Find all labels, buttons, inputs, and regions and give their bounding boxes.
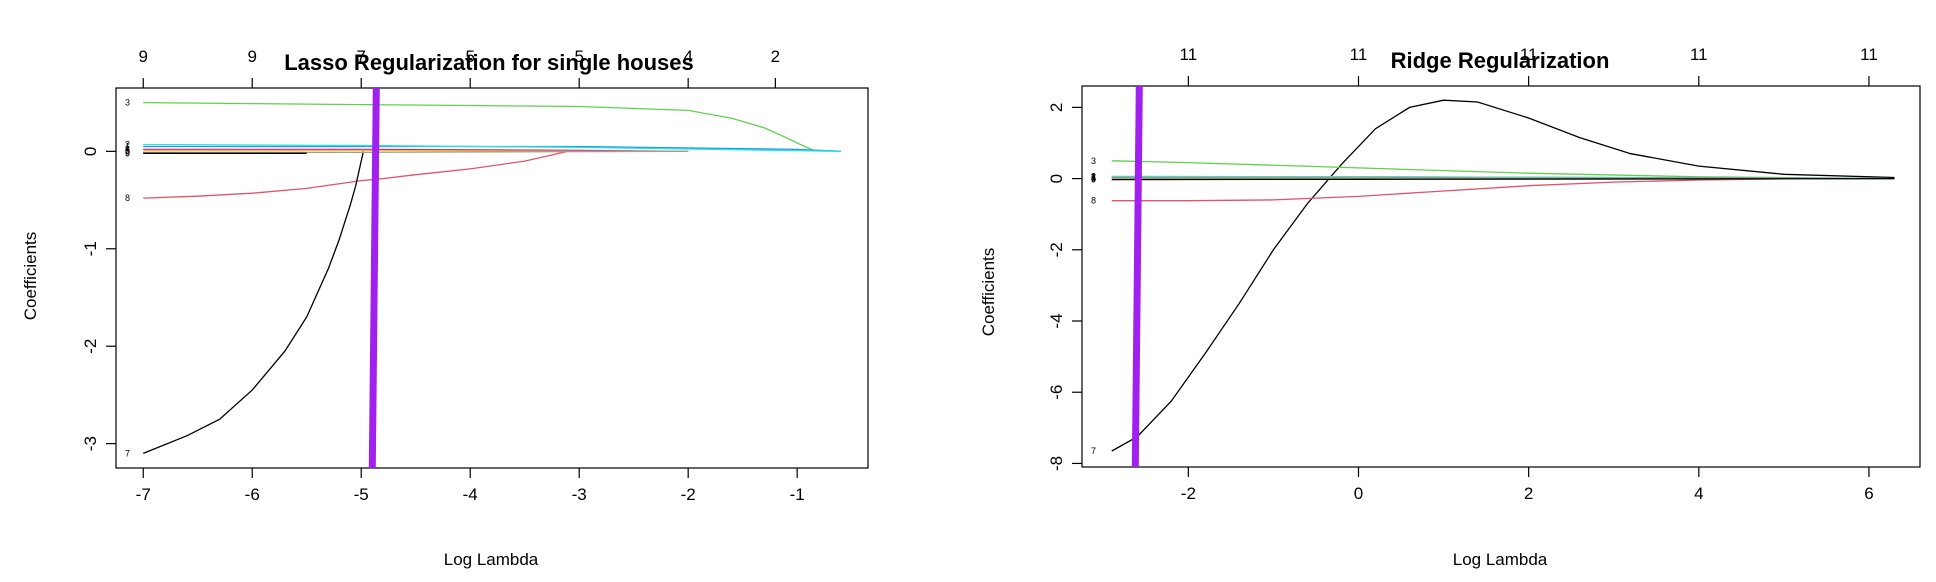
lasso-path-label-1: 1 bbox=[125, 141, 130, 151]
ridge-ylabel: Coefficients bbox=[979, 248, 998, 337]
ridge-xtick-label: 0 bbox=[1354, 484, 1363, 503]
ridge-top-tick-label: 11 bbox=[1350, 45, 1368, 64]
lasso-lambda-marker bbox=[368, 87, 380, 469]
lasso-xtick-label: -7 bbox=[136, 485, 151, 504]
ridge-path-label-9: 9 bbox=[1091, 175, 1096, 185]
ridge-xtick-label: 6 bbox=[1864, 484, 1873, 503]
lasso-path-6 bbox=[143, 150, 689, 153]
lasso-ylabel: Coefficients bbox=[21, 232, 40, 321]
lasso-ytick-label: -1 bbox=[81, 241, 100, 256]
lasso-xlabel: Log Lambda bbox=[444, 550, 539, 569]
lasso-ytick-label: -3 bbox=[81, 436, 100, 451]
lasso-path-label-7: 7 bbox=[125, 448, 130, 458]
ridge-ytick-label: 0 bbox=[1047, 174, 1066, 183]
ridge-path-label-5: 5 bbox=[1091, 173, 1096, 183]
lasso-path-3 bbox=[143, 101, 841, 152]
ridge-xtick-label: -2 bbox=[1181, 484, 1196, 503]
ridge-path-3 bbox=[1111, 160, 1895, 180]
lasso-path-2 bbox=[143, 143, 841, 152]
ridge-title: Ridge Regularization bbox=[1391, 48, 1610, 73]
ridge-xlabel: Log Lambda bbox=[1453, 550, 1548, 569]
ridge-path-9 bbox=[1111, 177, 1895, 181]
ridge-path-7 bbox=[1111, 99, 1895, 452]
ridge-path-8 bbox=[1111, 177, 1895, 202]
lasso-ytick-label: 0 bbox=[81, 147, 100, 156]
ridge-path-label-1: 1 bbox=[1091, 172, 1096, 182]
ridge-path-label-6: 6 bbox=[1091, 174, 1096, 184]
lasso-path-label-4: 4 bbox=[125, 144, 130, 154]
lasso-path-label-3: 3 bbox=[125, 98, 130, 108]
ridge-panel: Ridge Regularization Log Lambda Coeffici… bbox=[979, 45, 1921, 569]
ridge-plot-frame bbox=[1081, 85, 1921, 468]
ridge-top-tick-label: 11 bbox=[1860, 45, 1878, 64]
lasso-path-label-8: 8 bbox=[125, 193, 130, 203]
lasso-top-tick-label: 9 bbox=[139, 47, 148, 66]
ridge-path-label-4: 4 bbox=[1091, 173, 1096, 183]
ridge-path-label-8: 8 bbox=[1091, 196, 1096, 206]
ridge-path-label-2: 2 bbox=[1091, 171, 1096, 181]
lasso-ytick-label: -2 bbox=[81, 339, 100, 354]
lasso-top-tick-label: 9 bbox=[247, 47, 256, 66]
lasso-top-tick-label: 5 bbox=[465, 47, 474, 66]
ridge-ytick-label: -4 bbox=[1047, 313, 1066, 328]
ridge-xtick-label: 2 bbox=[1524, 484, 1533, 503]
lasso-xtick-label: -4 bbox=[463, 485, 478, 504]
lasso-path-label-9: 9 bbox=[125, 148, 130, 158]
lasso-xtick-label: -3 bbox=[572, 485, 587, 504]
lasso-xtick-label: -6 bbox=[245, 485, 260, 504]
lasso-xtick-label: -2 bbox=[681, 485, 696, 504]
lasso-path-8 bbox=[143, 150, 689, 199]
ridge-ytick-label: -8 bbox=[1047, 456, 1066, 471]
lasso-path-label-5: 5 bbox=[125, 145, 130, 155]
lasso-top-tick-label: 2 bbox=[771, 47, 780, 66]
ridge-xtick-label: 4 bbox=[1694, 484, 1703, 503]
lasso-top-tick-label: 5 bbox=[574, 47, 583, 66]
lasso-xtick-label: -5 bbox=[354, 485, 369, 504]
ridge-top-tick-label: 11 bbox=[1520, 45, 1538, 64]
lasso-panel: Lasso Regularization for single houses L… bbox=[21, 47, 869, 569]
ridge-lambda-marker bbox=[1131, 85, 1143, 468]
ridge-path-label-7: 7 bbox=[1091, 446, 1096, 456]
ridge-top-tick-label: 11 bbox=[1180, 45, 1198, 64]
lasso-path-label-6: 6 bbox=[125, 147, 130, 157]
lasso-title: Lasso Regularization for single houses bbox=[284, 50, 694, 75]
ridge-ytick-label: -6 bbox=[1047, 385, 1066, 400]
lasso-plot-frame bbox=[115, 87, 869, 469]
lasso-path-7 bbox=[142, 151, 365, 455]
ridge-path-label-3: 3 bbox=[1091, 156, 1096, 166]
lasso-path-1 bbox=[143, 145, 841, 152]
lasso-top-tick-label: 4 bbox=[683, 47, 692, 66]
ridge-top-tick-label: 11 bbox=[1690, 45, 1708, 64]
ridge-ytick-label: -2 bbox=[1047, 242, 1066, 257]
ridge-ytick-label: 2 bbox=[1047, 103, 1066, 112]
lasso-xtick-label: -1 bbox=[790, 485, 805, 504]
lasso-path-label-2: 2 bbox=[125, 140, 130, 150]
lasso-top-tick-label: 7 bbox=[356, 47, 365, 66]
